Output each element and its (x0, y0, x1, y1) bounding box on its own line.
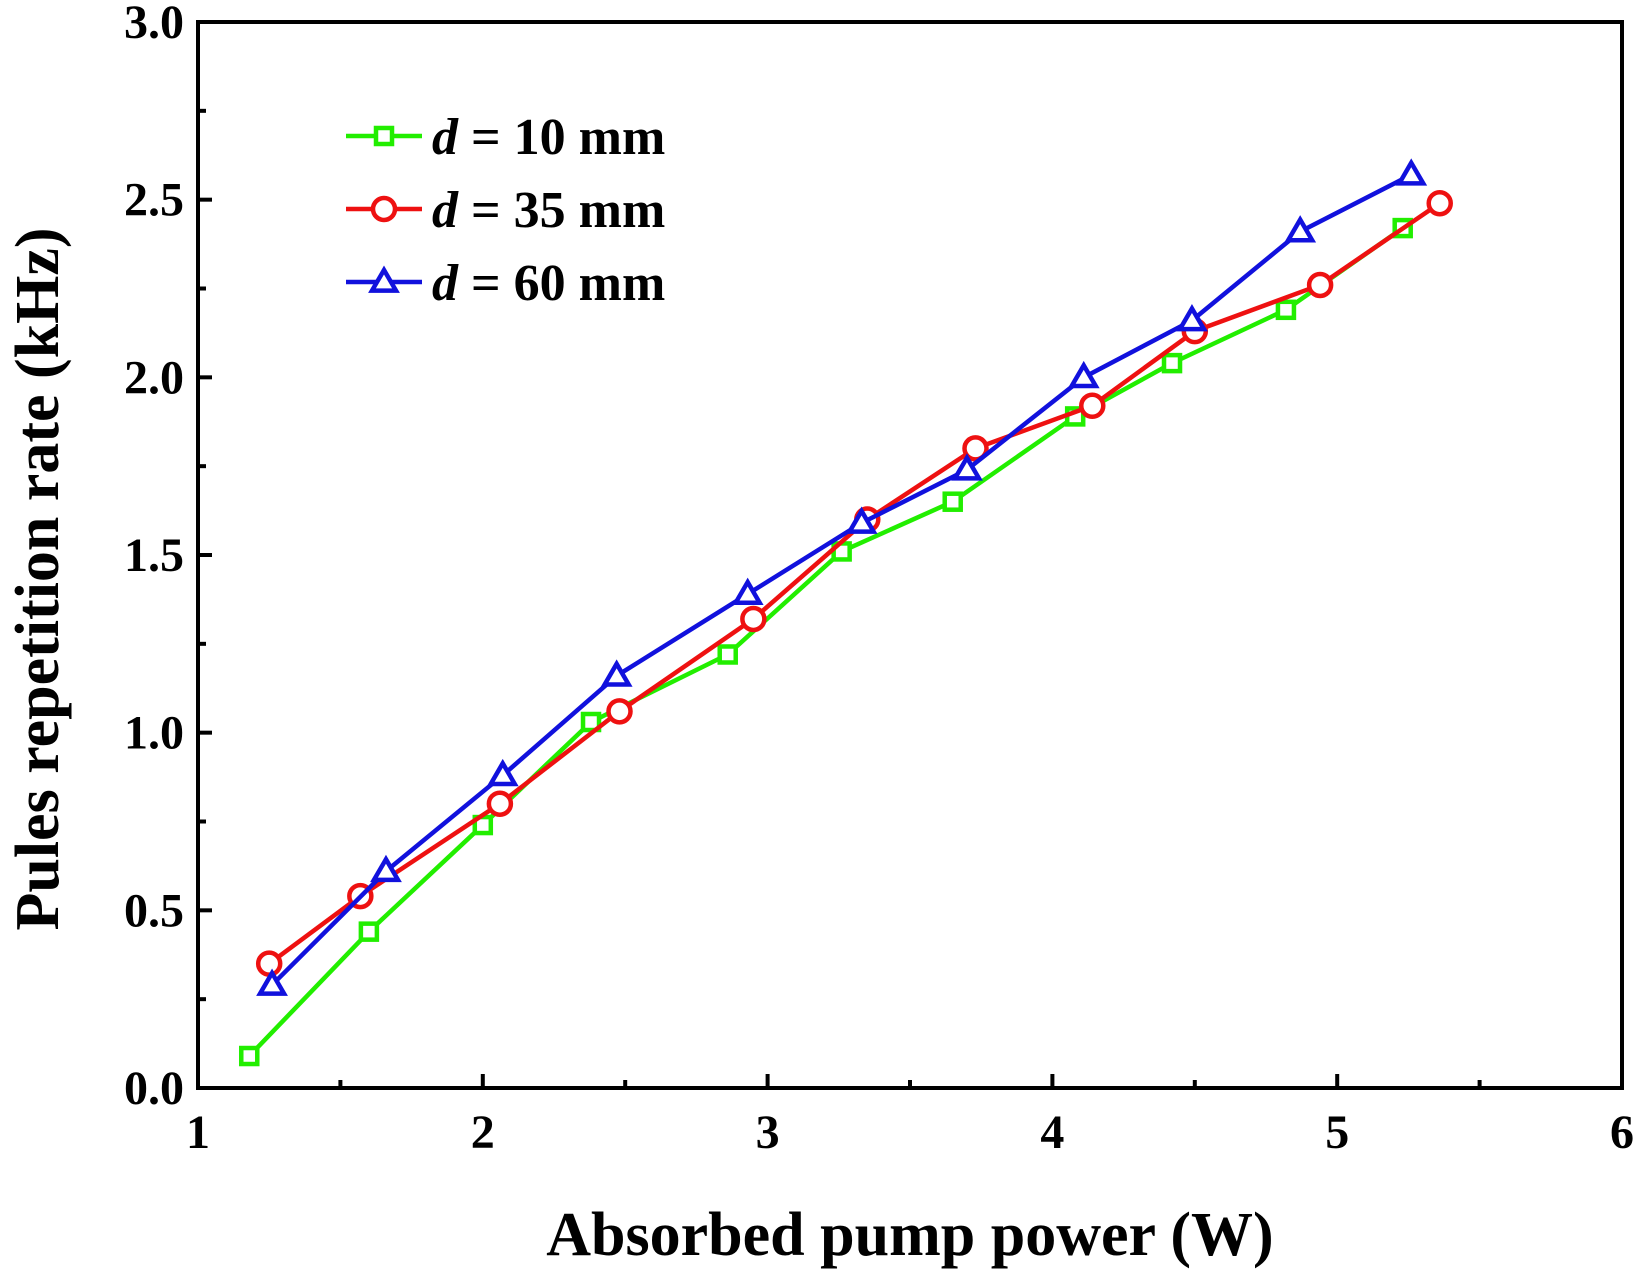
series-square (239, 217, 1413, 1067)
legend-label: d = 10 mm (432, 109, 665, 166)
data-point (1306, 271, 1334, 299)
y-axis-title: Pules repetition rate (kHz) (4, 227, 72, 930)
y-tick-label: 0.5 (124, 884, 184, 937)
legend-item: d = 60 mm (346, 255, 665, 312)
data-point (740, 605, 767, 633)
data-point (255, 950, 283, 977)
x-tick-label: 3 (756, 1106, 780, 1159)
legend-variable: d (432, 109, 459, 166)
x-axis-title: Absorbed pump power (W) (546, 1201, 1273, 1269)
axes: 1 2 3 4 5 6 0.0 0.5 1.0 1.5 2.0 2.5 3.0 (124, 0, 1634, 1159)
data-point (951, 453, 983, 481)
data-point (962, 435, 989, 462)
data-point (1395, 158, 1428, 186)
x-tick-label: 1 (186, 1106, 210, 1159)
data-point (731, 577, 764, 605)
y-tick-label: 3.0 (124, 0, 184, 49)
legend-marker (370, 195, 398, 223)
x-tick-label: 4 (1040, 1106, 1064, 1159)
data-point (717, 644, 738, 665)
data-point (1426, 189, 1453, 217)
series-triangle (256, 158, 1428, 996)
legend-label: d = 60 mm (432, 255, 665, 312)
legend-value: = 10 mm (458, 109, 665, 166)
series-group (239, 158, 1453, 1067)
data-point (600, 659, 633, 687)
legend-marker (373, 125, 395, 147)
y-tick-label: 0.0 (124, 1062, 184, 1115)
data-point (845, 506, 878, 534)
y-tick-label: 2.5 (124, 174, 184, 227)
y-tick-label: 1.5 (124, 529, 184, 582)
legend-variable: d (432, 182, 459, 239)
data-point (1067, 360, 1100, 389)
y-tick-label: 2.0 (124, 351, 184, 404)
data-point (1284, 215, 1317, 243)
x-tick-label: 6 (1610, 1106, 1634, 1159)
data-point (358, 921, 380, 942)
legend-marker (368, 265, 400, 293)
legend-item: d = 35 mm (346, 182, 665, 239)
data-point (486, 758, 519, 787)
data-point (1079, 392, 1106, 420)
legend-value: = 60 mm (458, 255, 665, 312)
data-point (486, 790, 514, 817)
legend-item: d = 10 mm (346, 109, 665, 166)
data-point (1275, 299, 1297, 321)
data-point (1161, 352, 1183, 374)
data-point (942, 491, 963, 512)
legend: d = 10 mmd = 35 mmd = 60 mm (346, 109, 665, 312)
data-point (370, 854, 402, 883)
data-point (239, 1045, 260, 1067)
data-point (606, 698, 633, 725)
data-point (580, 711, 602, 733)
legend-value: = 35 mm (458, 182, 665, 239)
data-point (1176, 304, 1208, 332)
legend-label: d = 35 mm (432, 182, 665, 239)
x-tick-label: 5 (1325, 1106, 1349, 1159)
legend-variable: d (432, 255, 459, 312)
y-tick-label: 1.0 (124, 707, 184, 760)
x-tick-label: 2 (471, 1106, 495, 1159)
data-point (256, 968, 288, 996)
